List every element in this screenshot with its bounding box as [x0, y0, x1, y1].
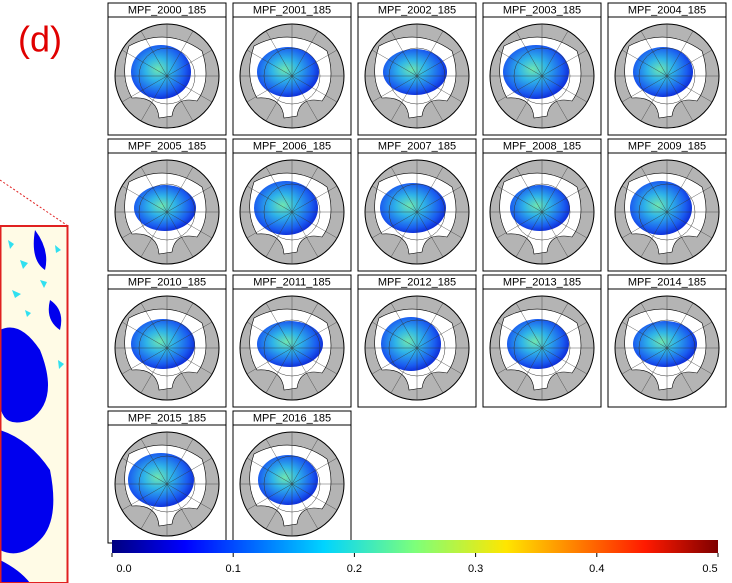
- panel-label: (d): [18, 19, 62, 60]
- map-panel: MPF_2005_185: [108, 139, 226, 271]
- map-panel: MPF_2006_185: [233, 139, 351, 271]
- map-panel: MPF_2007_185: [358, 139, 476, 271]
- map-title: MPF_2013_185: [503, 276, 581, 288]
- colorbar-axis: 0.0 0.1 0.2 0.3 0.4 0.5: [112, 553, 718, 575]
- map-title: MPF_2015_185: [128, 412, 206, 424]
- map-title: MPF_2012_185: [378, 276, 456, 288]
- map-panel: MPF_2011_185: [233, 275, 351, 407]
- map-panel: MPF_2003_185: [483, 3, 601, 135]
- sea-ice: [131, 319, 195, 369]
- map-panel: MPF_2000_185: [108, 3, 226, 135]
- map-title: MPF_2008_185: [503, 140, 581, 152]
- map-title: MPF_2014_185: [628, 276, 706, 288]
- inset-connector: [0, 180, 68, 226]
- page: (d) MPF_2000_185 MPF_2001_185 MPF_2002_185…: [0, 0, 732, 583]
- map-title: MPF_2005_185: [128, 140, 206, 152]
- tick-label: 0.1: [226, 563, 241, 575]
- map-panel: MPF_2014_185: [608, 275, 726, 407]
- tick-label: 0.0: [116, 563, 131, 575]
- map-title: MPF_2010_185: [128, 276, 206, 288]
- map-title: MPF_2004_185: [628, 4, 706, 16]
- map-panel: MPF_2010_185: [108, 275, 226, 407]
- zoom-inset: [0, 180, 68, 583]
- map-panel: MPF_2002_185: [358, 3, 476, 135]
- tick-label: 0.3: [468, 563, 483, 575]
- tick-label: 0.4: [589, 563, 604, 575]
- sea-ice: [380, 183, 446, 233]
- map-panel: MPF_2016_185: [233, 411, 351, 543]
- map-title: MPF_2003_185: [503, 4, 581, 16]
- sea-ice: [383, 49, 447, 95]
- colorbar: [112, 540, 718, 553]
- map-title: MPF_2016_185: [253, 412, 331, 424]
- tick-label: 0.2: [347, 563, 362, 575]
- map-title: MPF_2002_185: [378, 4, 456, 16]
- map-title: MPF_2011_185: [253, 276, 330, 288]
- sea-ice: [131, 45, 191, 99]
- sea-ice: [381, 317, 441, 371]
- map-panel: MPF_2008_185: [483, 139, 601, 271]
- sea-ice: [510, 185, 570, 231]
- map-panel: MPF_2012_185: [358, 275, 476, 407]
- map-panel: MPF_2015_185: [108, 411, 226, 543]
- map-title: MPF_2001_185: [253, 4, 331, 16]
- map-title: MPF_2000_185: [128, 4, 206, 16]
- sea-ice: [633, 47, 693, 97]
- map-grid: MPF_2000_185 MPF_2001_185 MPF_2002_185 MPF_…: [108, 3, 726, 543]
- sea-ice: [128, 453, 194, 507]
- sea-ice: [258, 455, 318, 505]
- map-title: MPF_2007_185: [378, 140, 456, 152]
- sea-ice: [633, 321, 697, 367]
- tick-label: 0.5: [702, 563, 717, 575]
- map-panel: MPF_2009_185: [608, 139, 726, 271]
- map-panel: MPF_2004_185: [608, 3, 726, 135]
- figure: (d) MPF_2000_185 MPF_2001_185 MPF_2002_185…: [0, 0, 732, 583]
- map-title: MPF_2009_185: [628, 140, 706, 152]
- map-panel: MPF_2001_185: [233, 3, 351, 135]
- map-title: MPF_2006_185: [253, 140, 331, 152]
- sea-ice: [503, 45, 569, 99]
- map-panel: MPF_2013_185: [483, 275, 601, 407]
